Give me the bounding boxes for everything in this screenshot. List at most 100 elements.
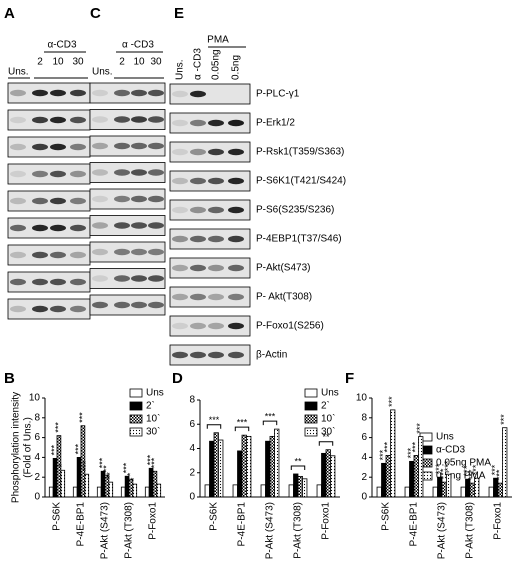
band — [148, 116, 164, 123]
row-label: P-4EBP1(T37/S46) — [256, 234, 342, 245]
band — [32, 170, 48, 178]
bar — [316, 484, 322, 498]
row-label: P-Foxo1(S256) — [256, 321, 324, 332]
significance: * — [129, 477, 139, 481]
band — [131, 169, 147, 176]
band — [114, 142, 130, 150]
band — [32, 89, 48, 97]
band — [114, 301, 130, 309]
legend-swatch — [129, 414, 143, 424]
bar — [325, 449, 331, 498]
legend-label: Uns — [321, 388, 339, 399]
band — [208, 235, 224, 243]
bar — [465, 478, 471, 498]
y-tick-label: 0 — [189, 492, 195, 503]
band — [208, 322, 224, 330]
legend-label: 10` — [321, 413, 335, 425]
band — [114, 222, 130, 229]
column-label: 0.05ng — [211, 49, 222, 80]
y-axis-label: (Fold of Uns.) — [23, 417, 34, 478]
x-tick-label: P-Foxo1 — [148, 502, 159, 540]
significance: *** — [149, 457, 159, 468]
blot — [169, 83, 251, 105]
column-label: 0.5ng — [231, 55, 242, 80]
bar — [120, 486, 126, 498]
x-tick-label: P-Akt (T308) — [293, 502, 304, 559]
significance: *** — [209, 415, 220, 425]
x-tick-label: P-Akt (S473) — [265, 502, 276, 559]
band — [208, 119, 224, 127]
band — [70, 224, 86, 232]
significance: *** — [467, 469, 477, 480]
band — [190, 177, 206, 185]
bar — [441, 481, 447, 498]
band — [190, 119, 206, 127]
bar — [108, 481, 114, 498]
bar — [474, 477, 480, 498]
panel-letter: F — [345, 370, 354, 387]
band — [190, 206, 206, 214]
band — [32, 116, 48, 124]
band — [148, 142, 164, 150]
significance: *** — [383, 441, 393, 452]
lane-label: 2 — [37, 57, 43, 68]
significance: *** — [237, 418, 248, 428]
band — [32, 143, 48, 151]
significance: *** — [49, 444, 59, 455]
panel-letter: C — [90, 5, 101, 22]
lane-label: 2 — [119, 57, 125, 68]
band — [208, 206, 224, 214]
band — [70, 197, 86, 205]
panel-letter: D — [172, 370, 183, 387]
bar — [56, 435, 62, 498]
band — [190, 293, 206, 301]
legend-swatch — [304, 388, 318, 398]
panel-letter: E — [174, 5, 184, 22]
bar — [488, 486, 494, 498]
row-label: P- Akt(T308) — [256, 292, 312, 303]
group-label: PMA — [207, 35, 229, 46]
band — [148, 222, 164, 229]
bar — [404, 486, 410, 498]
column-label: α -CD3 — [193, 48, 204, 80]
column-label: Uns. — [175, 59, 186, 80]
stim-label: α -CD3 — [122, 40, 154, 51]
x-tick-label: P-Foxo1 — [321, 502, 332, 540]
lane-label: Uns. — [8, 67, 29, 78]
significance: *** — [415, 423, 425, 434]
band — [114, 89, 130, 97]
bar — [269, 435, 275, 498]
bar — [232, 484, 238, 498]
band — [131, 89, 147, 97]
legend-label: α-CD3 — [436, 445, 466, 456]
band — [131, 248, 147, 256]
band — [131, 301, 147, 309]
bar — [72, 486, 78, 498]
band — [172, 264, 188, 272]
band — [50, 251, 66, 259]
bar — [497, 482, 503, 498]
legend-label: Uns — [436, 432, 454, 443]
band — [172, 148, 188, 156]
band — [10, 197, 26, 205]
blot — [169, 315, 251, 337]
band — [190, 148, 206, 156]
band — [228, 293, 244, 301]
legend-label: 0.05ng PMA — [436, 458, 491, 469]
band — [50, 224, 66, 232]
band — [228, 235, 244, 243]
significance: *** — [121, 462, 131, 473]
x-tick-label: P-Akt (S473) — [100, 502, 111, 559]
lane-label: Uns. — [92, 67, 113, 78]
y-tick-label: 0 — [34, 492, 40, 503]
band — [70, 143, 86, 151]
bar — [376, 486, 382, 498]
lane-label: 30 — [72, 57, 84, 68]
bar — [385, 455, 391, 498]
legend-swatch — [129, 427, 143, 437]
band — [92, 222, 108, 229]
bar — [265, 440, 271, 498]
bar — [132, 483, 138, 498]
stim-label: α-CD3 — [47, 40, 77, 51]
